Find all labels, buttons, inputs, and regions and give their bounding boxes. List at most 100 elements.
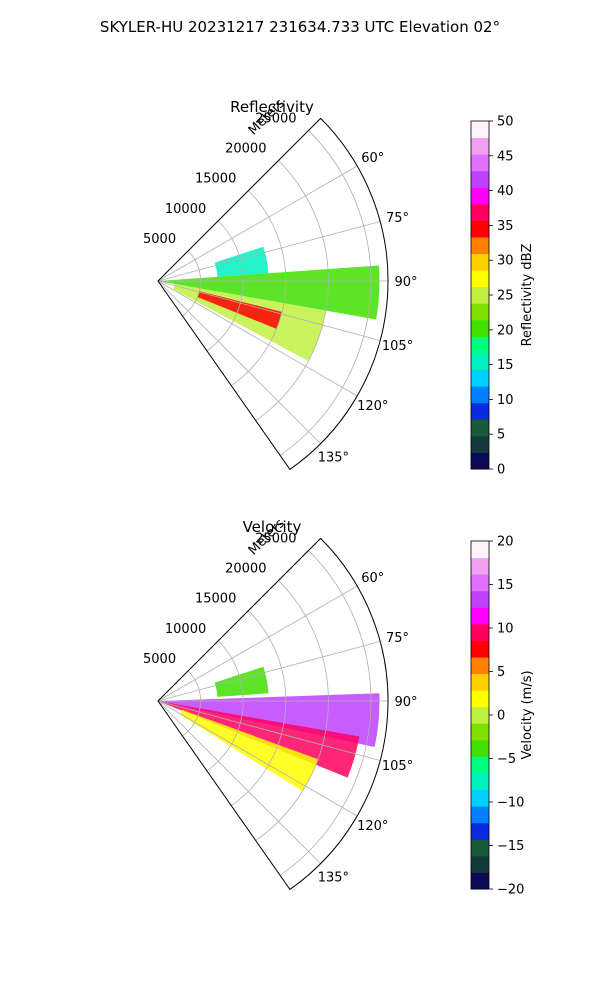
colorbar-segment (471, 706, 489, 724)
colorbar-segment (471, 419, 489, 437)
azimuth-tick-label: 90° (394, 695, 417, 710)
range-ring-2 (231, 190, 287, 386)
echo-region-0 (214, 246, 269, 277)
figure-title: SKYLER-HU 20231217 231634.733 UTC Elevat… (100, 18, 500, 36)
colorbar-segment (471, 607, 489, 625)
colorbar-tick-label: 0 (497, 709, 505, 724)
range-ring-0 (182, 670, 201, 737)
colorbar-segment (471, 657, 489, 675)
range-ring-3 (255, 580, 329, 841)
azimuth-tick-label: 60° (361, 571, 384, 586)
azimuth-line-5 (157, 700, 321, 864)
echo-region-2 (173, 283, 326, 361)
azimuth-line-1 (157, 641, 381, 702)
range-ring-1 (206, 220, 244, 352)
range-tick-label: 20000 (225, 142, 266, 157)
azimuth-line-3 (157, 280, 381, 341)
range-ring-0 (182, 250, 201, 317)
azimuth-line-4 (157, 700, 358, 817)
panel-title: Reflectivity (230, 98, 314, 116)
azimuth-tick-label: 90° (394, 275, 417, 290)
colorbar-segment (471, 220, 489, 238)
colorbar-segment (471, 822, 489, 840)
sector-frame (157, 537, 389, 891)
colorbar-segment (471, 319, 489, 337)
colorbar-segment (471, 253, 489, 271)
colorbar-segment (471, 574, 489, 592)
colorbar-segment (471, 187, 489, 205)
azimuth-line-4 (157, 280, 358, 397)
colorbar-segment (471, 336, 489, 354)
colorbar-segment (471, 839, 489, 857)
colorbar-tick-label: 5 (497, 428, 505, 443)
echo-region-1 (158, 265, 380, 320)
colorbar-segment (471, 806, 489, 824)
range-tick-label: 15000 (195, 592, 236, 607)
colorbar-segment (471, 541, 489, 559)
azimuth-tick-label: 75° (386, 631, 409, 646)
colorbar-label: Velocity (m/s) (520, 670, 535, 759)
range-ring-2 (231, 610, 287, 806)
azimuth-line-3 (157, 700, 381, 761)
colorbar-tick-label: −5 (497, 752, 516, 767)
range-ring-1 (206, 640, 244, 772)
echo-region-3 (179, 709, 319, 792)
range-tick-label: 25000 (255, 111, 296, 126)
colorbar-segment (471, 623, 489, 641)
colorbar-segment (471, 369, 489, 387)
colorbar-segment (471, 353, 489, 371)
azimuth-line-0 (157, 165, 358, 282)
colorbar-segment (471, 789, 489, 807)
azimuth-tick-label: 105° (382, 759, 413, 774)
colorbar-segment (471, 170, 489, 188)
panels: Reflectivity60°75°90°105°120°135°5000100… (143, 96, 535, 897)
colorbar-tick-label: −15 (497, 839, 524, 854)
colorbar-segment (471, 154, 489, 172)
colorbar-tick-label: −20 (497, 883, 524, 898)
colorbar-segment (471, 673, 489, 691)
colorbar-tick-label: 35 (497, 219, 514, 234)
colorbar-tick-label: 45 (497, 149, 514, 164)
range-tick-label: 5000 (143, 652, 176, 667)
range-ring-4 (279, 130, 372, 456)
colorbar-tick-label: 30 (497, 254, 514, 269)
azimuth-tick-label: 105° (382, 339, 413, 354)
colorbar-segment (471, 137, 489, 155)
colorbar-segment (471, 723, 489, 741)
panel-velocity: Velocity 60° 75° 90° 105° 120° 135° 5000 10000 15… (143, 516, 535, 897)
colorbar-segment (471, 303, 489, 321)
colorbar-segment (471, 640, 489, 658)
colorbar-tick-label: 15 (497, 578, 514, 593)
panel-title: Velocity (243, 518, 302, 536)
colorbar-tick-label: 25 (497, 289, 514, 304)
colorbar-label: Reflectivity dBZ (520, 244, 535, 347)
colorbar-segment (471, 286, 489, 304)
echo-region-3 (197, 291, 282, 329)
range-tick-label: 20000 (225, 562, 266, 577)
colorbar-segment (471, 590, 489, 608)
colorbar-segment (471, 435, 489, 453)
range-tick-label: 5000 (143, 232, 176, 247)
azimuth-tick-label: 135° (318, 870, 349, 885)
colorbar-tick-label: 5 (497, 665, 505, 680)
range-tick-label: 10000 (165, 622, 206, 637)
colorbar-segment (471, 872, 489, 890)
colorbar-tick-label: 50 (497, 115, 514, 130)
colorbar-tick-label: 40 (497, 184, 514, 199)
colorbar-segment (471, 203, 489, 221)
colorbar-segment (471, 739, 489, 757)
colorbar-tick-label: −10 (497, 796, 524, 811)
colorbar-tick-label: 15 (497, 358, 514, 373)
azimuth-tick-label: 60° (361, 151, 384, 166)
colorbar-segment (471, 402, 489, 420)
azimuth-line-1 (157, 221, 381, 282)
range-ring-3 (255, 160, 329, 421)
colorbar-tick-label: 10 (497, 622, 514, 637)
range-tick-label: 25000 (255, 531, 296, 546)
echo-region-0 (214, 666, 269, 697)
colorbar-segment (471, 690, 489, 708)
azimuth-tick-label: 120° (357, 819, 388, 834)
colorbar-segment (471, 452, 489, 470)
range-tick-label: 15000 (195, 172, 236, 187)
